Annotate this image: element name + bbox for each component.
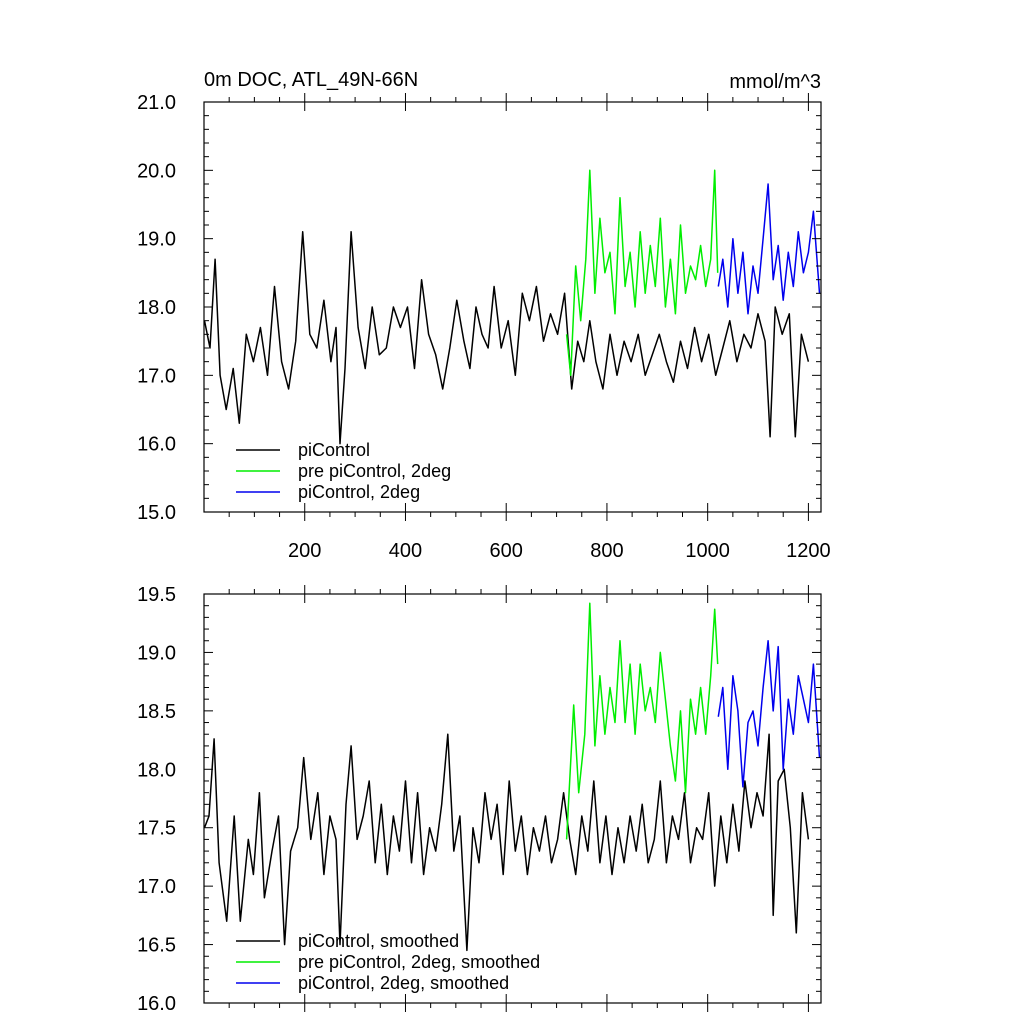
y-tick-label: 15.0 [137,502,176,524]
series-pre-picontrol-2deg [565,169,719,377]
series-picontrol [203,231,810,445]
y-tick-label: 19.5 [137,584,176,606]
y-tick-label: 19.0 [137,642,176,664]
series-picontrol-2deg-smoothed [717,639,821,788]
y-tick-label: 18.0 [137,297,176,319]
legend-label-pre-picontrol-2deg-smoothed: pre piControl, 2deg, smoothed [298,952,540,972]
x-tick-label: 400 [389,540,422,562]
y-tick-label: 20.0 [137,160,176,182]
x-tick-label: 600 [490,540,523,562]
y-tick-label: 19.0 [137,229,176,251]
y-tick-label: 17.0 [137,876,176,898]
top-panel-title: 0m DOC, ATL_49N-66N [204,69,418,91]
series-picontrol-smoothed [203,733,810,952]
legend-label-picontrol-2deg-smoothed: piControl, 2deg, smoothed [298,973,509,993]
legend-label-picontrol-smoothed: piControl, smoothed [298,931,459,951]
y-tick-label: 17.0 [137,365,176,387]
legend-label-picontrol: piControl [298,440,370,460]
series-picontrol-2deg [717,183,821,315]
y-tick-label: 16.5 [137,935,176,957]
y-tick-label: 17.5 [137,818,176,840]
y-tick-label: 16.0 [137,993,176,1015]
y-tick-label: 21.0 [137,92,176,114]
legend-label-picontrol-2deg: piControl, 2deg [298,482,420,502]
x-tick-label: 200 [288,540,321,562]
top-panel: 0m DOC, ATL_49N-66N mmol/m^3 piControlpr… [137,69,831,562]
series-pre-picontrol-2deg-smoothed [565,602,719,840]
top-panel-units: mmol/m^3 [729,71,821,93]
y-tick-label: 18.5 [137,701,176,723]
x-tick-label: 1200 [786,540,831,562]
y-tick-label: 18.0 [137,759,176,781]
x-tick-label: 1000 [685,540,730,562]
x-tick-label: 800 [590,540,623,562]
legend-label-pre-picontrol-2deg: pre piControl, 2deg [298,461,451,481]
y-tick-label: 16.0 [137,434,176,456]
plot-frame [203,593,822,1004]
